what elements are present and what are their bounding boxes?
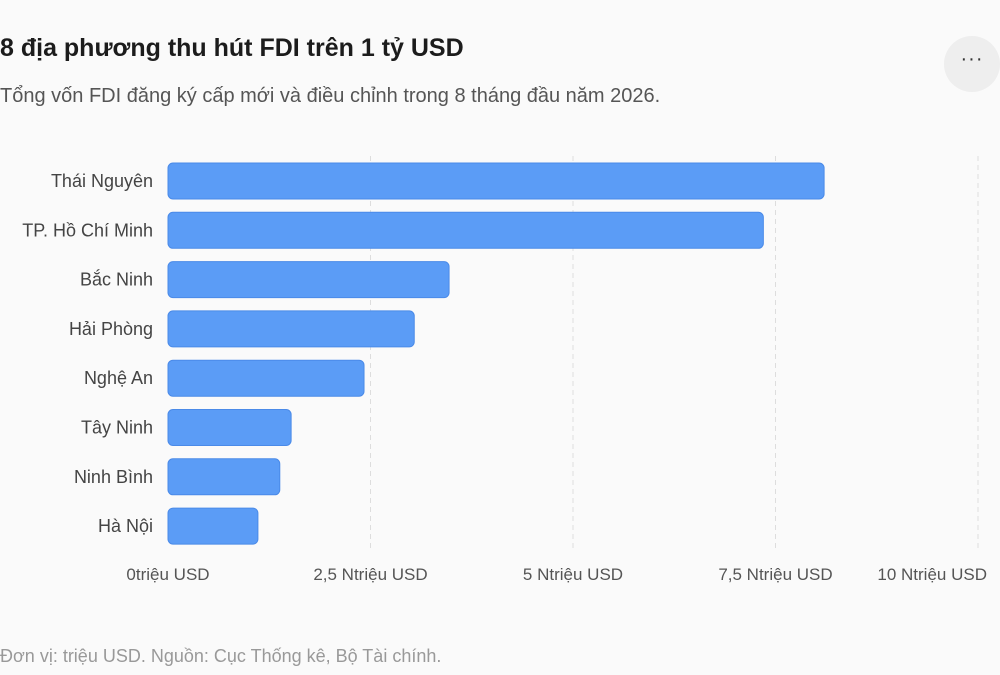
category-label: Hải Phòng	[69, 319, 153, 339]
x-axis-tick-labels: 0triệu USD 2,5 Ntriệu USD 5 Ntriệu USD 7,5 …	[126, 565, 987, 584]
bar[interactable]	[167, 211, 764, 249]
bar[interactable]	[167, 507, 259, 545]
category-label: Hà Nội	[98, 516, 153, 536]
bar[interactable]	[167, 162, 825, 200]
x-tick-label: 7,5 Ntriệu USD	[718, 565, 832, 584]
category-label: TP. Hồ Chí Minh	[22, 220, 153, 240]
chart-title: 8 địa phương thu hút FDI trên 1 tỷ USD	[0, 34, 464, 62]
bar[interactable]	[167, 359, 365, 397]
more-options-button[interactable]: ···	[944, 36, 1000, 92]
category-label: Bắc Ninh	[80, 269, 153, 290]
bar-chart: Thái Nguyên TP. Hồ Chí Minh Bắc Ninh Hải Ph…	[22, 156, 987, 584]
x-tick-label: 2,5 Ntriệu USD	[313, 565, 427, 584]
bars	[167, 162, 825, 545]
bar[interactable]	[167, 409, 292, 446]
category-label: Ninh Bình	[74, 467, 153, 487]
x-tick-label: 5 Ntriệu USD	[523, 565, 623, 584]
x-tick-label: 10 Ntriệu USD	[877, 565, 987, 584]
more-horizontal-icon: ···	[960, 48, 984, 70]
category-label: Tây Ninh	[81, 418, 153, 438]
category-labels: Thái Nguyên TP. Hồ Chí Minh Bắc Ninh Hải Ph…	[22, 171, 153, 536]
category-label: Nghệ An	[84, 368, 153, 388]
x-tick-label: 0triệu USD	[126, 565, 209, 584]
chart-subtitle: Tổng vốn FDI đăng ký cấp mới và điều chỉ…	[0, 85, 661, 107]
bar[interactable]	[167, 310, 415, 348]
source-note: Đơn vị: triệu USD. Nguồn: Cục Thống kê, …	[0, 646, 442, 666]
bar[interactable]	[167, 458, 281, 496]
category-label: Thái Nguyên	[51, 171, 153, 191]
bar[interactable]	[167, 261, 450, 299]
